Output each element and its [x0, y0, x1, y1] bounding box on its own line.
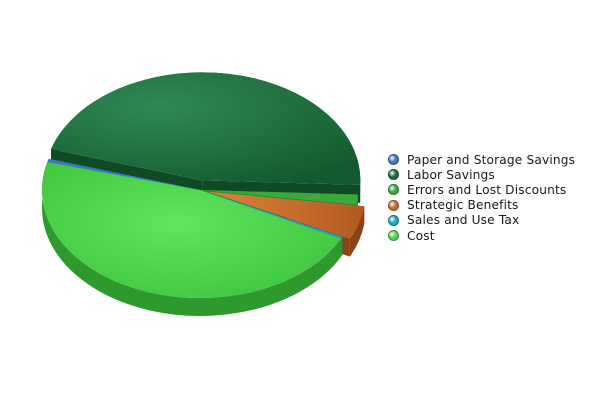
pie-slice-5	[41, 162, 341, 298]
pie-slice-2	[200, 190, 358, 205]
legend-label: Cost	[407, 228, 435, 243]
legend-marker	[388, 184, 399, 196]
legend-marker	[388, 214, 399, 226]
legend-item: Cost	[388, 228, 575, 243]
legend-marker	[388, 230, 399, 242]
legend-label: Sales and Use Tax	[407, 213, 520, 228]
legend-label: Paper and Storage Savings	[407, 152, 576, 167]
legend-marker	[388, 154, 399, 166]
legend-label: Errors and Lost Discounts	[407, 182, 567, 197]
legend-label: Strategic Benefits	[407, 198, 519, 213]
pie-slice-3	[207, 191, 365, 239]
legend-marker	[388, 169, 399, 181]
legend-item: Strategic Benefits	[388, 198, 575, 213]
pie-slice-0	[47, 158, 200, 190]
legend-item: Labor Savings	[388, 167, 575, 182]
legend-marker	[388, 199, 399, 211]
legend-item: Errors and Lost Discounts	[388, 182, 575, 197]
legend-item: Paper and Storage Savings	[388, 152, 575, 167]
legend-label: Labor Savings	[407, 167, 495, 182]
pie-slice-4	[200, 190, 343, 239]
chart-legend: Paper and Storage Savings Labor Savings Er…	[388, 152, 575, 243]
legend-item: Sales and Use Tax	[388, 213, 575, 228]
pie-slice-1	[51, 72, 361, 185]
